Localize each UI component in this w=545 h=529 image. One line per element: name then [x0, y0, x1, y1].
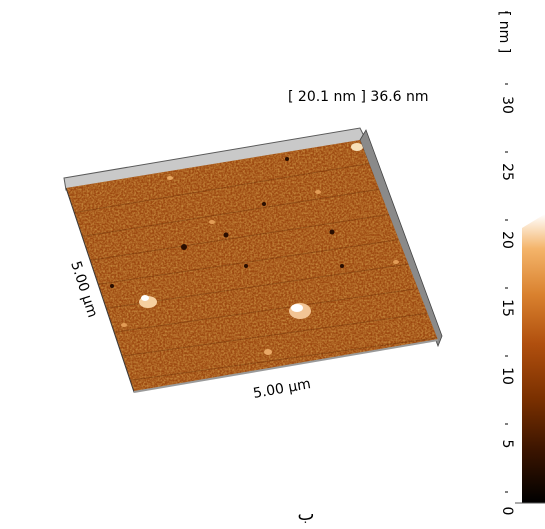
- scan-lines: [66, 149, 438, 391]
- scale-tick-30: 30: [499, 96, 515, 114]
- scale-tick-25: 25: [499, 163, 515, 181]
- color-scale-bar: [515, 214, 545, 504]
- surface-plot: [63, 127, 443, 393]
- color-scale-ramp: [522, 214, 545, 503]
- scale-unit-label: [ nm ]: [496, 11, 512, 53]
- scale-tick-10: 10: [499, 367, 515, 385]
- scale-tick-0: 0: [499, 507, 515, 516]
- color-scale-labels: [ nm ] 30 25 20 15 10 5 0: [496, 11, 515, 516]
- figure-caption: ب: [297, 504, 315, 525]
- height-range-label: [ 20.1 nm ] 36.6 nm: [288, 89, 429, 105]
- surface-grains: [121, 143, 399, 355]
- x-extent-label: 5.00 µm: [252, 376, 312, 402]
- surface-pits: [110, 157, 344, 288]
- scale-tick-20: 20: [499, 231, 515, 249]
- scale-tick-15: 15: [499, 299, 515, 317]
- scale-tick-5: 5: [499, 440, 515, 449]
